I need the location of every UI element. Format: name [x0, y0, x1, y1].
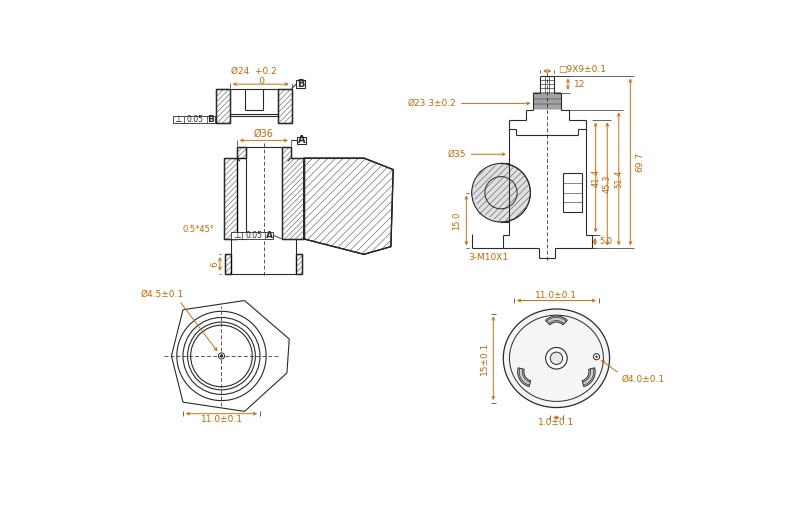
Circle shape — [594, 354, 599, 360]
Text: 6: 6 — [211, 261, 219, 267]
Text: Ø36: Ø36 — [254, 129, 274, 139]
Circle shape — [472, 164, 530, 222]
Text: 0.5*45°: 0.5*45° — [183, 225, 215, 234]
Text: 1.0±0.1: 1.0±0.1 — [538, 419, 574, 428]
Text: 51.4: 51.4 — [614, 169, 623, 188]
Circle shape — [595, 355, 598, 358]
Ellipse shape — [509, 315, 603, 401]
Text: 11.0±0.1: 11.0±0.1 — [535, 290, 578, 299]
Text: 69.7: 69.7 — [635, 152, 644, 172]
Text: 5.0: 5.0 — [599, 237, 613, 246]
Text: 0.05: 0.05 — [187, 115, 203, 124]
Text: 3-M10X1: 3-M10X1 — [468, 253, 508, 262]
Text: 11.0±0.1: 11.0±0.1 — [200, 416, 243, 425]
Text: Ø4.0±0.1: Ø4.0±0.1 — [621, 375, 664, 384]
Text: 41.4: 41.4 — [591, 168, 600, 186]
Text: 15.0: 15.0 — [452, 211, 461, 230]
Circle shape — [220, 354, 223, 357]
Circle shape — [550, 352, 562, 364]
Wedge shape — [582, 368, 595, 386]
Text: Ø4.5±0.1: Ø4.5±0.1 — [141, 290, 183, 299]
Circle shape — [545, 347, 567, 369]
Wedge shape — [517, 368, 531, 386]
Bar — [231, 232, 273, 239]
Bar — [297, 137, 306, 144]
Text: A: A — [298, 135, 305, 145]
Bar — [296, 80, 305, 88]
Text: □9X9±0.1: □9X9±0.1 — [558, 65, 606, 74]
Text: Ø24  +0.2
      0: Ø24 +0.2 0 — [231, 67, 276, 86]
Bar — [173, 116, 215, 123]
Text: Ø35: Ø35 — [448, 150, 466, 159]
Text: 12: 12 — [574, 80, 586, 89]
Text: B: B — [207, 115, 214, 124]
Text: A: A — [266, 231, 272, 240]
Text: 15±0.1: 15±0.1 — [481, 342, 489, 375]
Text: 45.3: 45.3 — [602, 175, 612, 193]
Text: ⊥: ⊥ — [233, 231, 241, 240]
Text: 0.05: 0.05 — [245, 231, 262, 240]
Text: ⊥: ⊥ — [175, 115, 183, 124]
Text: Ø23.3±0.2: Ø23.3±0.2 — [408, 99, 457, 108]
Text: B: B — [297, 79, 304, 89]
Wedge shape — [545, 316, 567, 325]
Ellipse shape — [503, 309, 610, 408]
